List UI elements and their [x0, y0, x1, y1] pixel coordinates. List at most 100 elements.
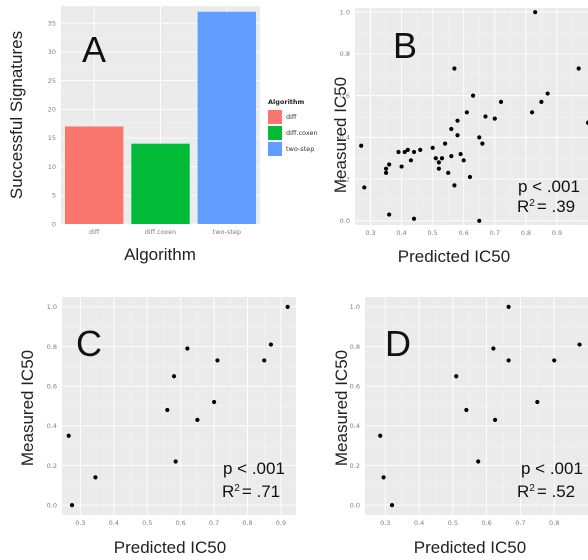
panel-a-bars — [64, 11, 257, 224]
panel-d-y-axis-title: Measured IC50 — [332, 350, 351, 466]
data-point — [449, 154, 454, 159]
data-point — [492, 116, 497, 121]
y-tick-label: 1.0 — [350, 303, 360, 311]
panel-c-x-axis-title: Predicted IC50 — [114, 538, 226, 557]
y-tick-label: 0.2 — [350, 462, 360, 470]
panel-d-p-value: p < .001 — [521, 459, 583, 478]
panel-b-gridlines — [355, 8, 588, 225]
data-point — [433, 156, 438, 161]
panel-c-y-tick-labels: 0.0 0.2 0.4 0.6 0.8 1.0 — [47, 303, 57, 509]
panel-b-y-tick-labels: 0.0 0.2 0.4 0.6 0.8 1.0 — [340, 8, 350, 225]
panel-d-letter: D — [385, 323, 411, 364]
data-point — [285, 304, 290, 310]
data-point — [470, 93, 476, 98]
legend-key-diff-coxen — [268, 126, 282, 140]
legend-key-diff — [268, 110, 282, 124]
data-point — [480, 141, 485, 146]
legend-key-two-step — [268, 142, 282, 156]
data-point — [452, 183, 457, 188]
x-tick-label: 0.5 — [427, 229, 437, 237]
data-point — [506, 358, 511, 363]
panel-a-x-tick-labels: diff diff.coxen two-step — [89, 228, 241, 236]
data-point — [467, 174, 473, 180]
y-tick-label: 0.0 — [340, 217, 350, 225]
legend-label-two-step: two-step — [286, 145, 314, 153]
panel-c-x-tick-labels: 0.3 0.4 0.5 0.6 0.7 0.8 0.9 — [75, 519, 286, 527]
data-point — [171, 374, 177, 379]
panel-d-r-squared: R2 = .52 — [517, 482, 575, 501]
data-point — [535, 399, 540, 405]
x-tick-label: diff — [89, 228, 100, 236]
panel-b-p-value: p < .001 — [518, 177, 580, 196]
panel-b-x-tick-labels: 0.3 0.4 0.5 0.6 0.7 0.8 0.9 — [365, 229, 562, 237]
x-tick-label: diff.coxen — [145, 228, 177, 236]
y-tick-label: 1.0 — [47, 303, 57, 311]
data-point — [195, 417, 200, 422]
x-tick-label: 0.9 — [276, 519, 286, 527]
data-point — [506, 304, 511, 310]
r-squared-symbol: R — [517, 482, 529, 501]
data-point — [396, 149, 401, 155]
data-point — [268, 342, 274, 347]
data-point — [212, 399, 217, 405]
x-tick-label: 0.8 — [521, 229, 531, 237]
panel-b-points — [359, 10, 588, 223]
r-squared-symbol: R — [517, 197, 529, 216]
y-tick-label: 5 — [52, 192, 56, 200]
y-tick-label: 0.6 — [47, 382, 57, 390]
panel-d: 0.00.20.40.60.81.0 0.3 0.4 0.5 0.6 0.7 0.8 D … — [332, 297, 588, 557]
data-point — [405, 147, 410, 152]
data-point — [93, 475, 98, 480]
y-tick-label: 0.0 — [350, 501, 360, 509]
data-point — [449, 126, 454, 132]
x-tick-label: 0.9 — [552, 229, 562, 237]
x-tick-label: 0.4 — [109, 519, 119, 527]
data-point — [458, 151, 463, 157]
data-point — [411, 216, 417, 221]
data-point — [436, 160, 441, 165]
data-point — [383, 170, 389, 175]
y-tick-label: 25 — [48, 77, 56, 85]
panel-a-y-tick-labels: 0 5 10 15 20 25 30 35 — [48, 20, 56, 229]
x-tick-label: 0.5 — [142, 519, 152, 527]
x-tick-label: 0.6 — [175, 519, 185, 527]
panel-d-gridlines — [365, 297, 588, 515]
r-squared-superscript: 2 — [234, 483, 240, 494]
data-point — [436, 166, 441, 171]
panel-d-y-tick-labels: 0.0 0.2 0.4 0.6 0.8 1.0 — [350, 303, 360, 509]
r-squared-superscript: 2 — [529, 198, 535, 209]
panel-c-letter: C — [76, 323, 102, 364]
x-tick-label: 0.7 — [515, 519, 525, 527]
y-tick-label: 0.8 — [340, 50, 350, 58]
data-point — [483, 114, 488, 119]
data-point — [399, 164, 404, 169]
data-point — [577, 342, 582, 347]
data-point — [359, 143, 364, 148]
data-point — [381, 475, 386, 480]
x-tick-label: 0.3 — [75, 519, 85, 527]
data-point — [539, 99, 544, 104]
data-point — [408, 158, 414, 163]
panel-b-y-axis-title: Measured IC50 — [331, 77, 350, 193]
data-point — [165, 407, 170, 413]
data-point — [477, 135, 482, 140]
data-point — [411, 149, 417, 155]
data-point — [461, 158, 466, 163]
x-tick-label: 0.7 — [209, 519, 219, 527]
x-tick-label: 0.4 — [414, 519, 424, 527]
panel-a-x-axis-title: Algorithm — [124, 245, 196, 264]
data-point — [533, 10, 538, 15]
panel-b-r-squared: R2 = .39 — [517, 197, 575, 216]
panel-d-x-axis-title: Predicted IC50 — [414, 538, 526, 557]
y-tick-label: 30 — [48, 48, 56, 56]
data-point — [455, 133, 460, 138]
data-point — [378, 433, 383, 438]
data-point — [464, 110, 469, 115]
data-point — [173, 459, 178, 464]
data-point — [455, 118, 460, 123]
data-point — [498, 99, 504, 104]
data-point — [387, 212, 392, 217]
data-point — [552, 358, 557, 363]
data-point — [215, 358, 220, 363]
x-tick-label: 0.3 — [365, 229, 375, 237]
